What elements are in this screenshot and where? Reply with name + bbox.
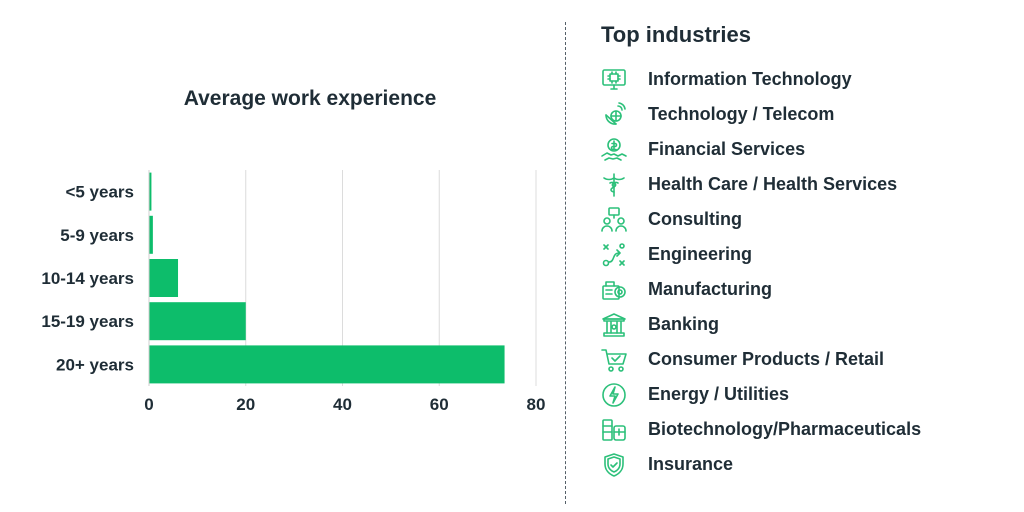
x-tick-label: 60 (430, 395, 449, 414)
industry-item: Consumer Products / Retail (598, 342, 1018, 377)
x-tick-label: 20 (236, 395, 255, 414)
bank-building-icon (598, 311, 630, 339)
bar (149, 259, 179, 297)
section-divider (565, 22, 566, 504)
industry-label: Consulting (648, 209, 742, 229)
x-tick-label: 40 (333, 395, 352, 414)
lab-pills-icon (598, 416, 630, 444)
industry-label: Biotechnology/Pharmaceuticals (648, 419, 922, 439)
chart-title: Average work experience (183, 87, 437, 110)
category-label: 15-19 years (41, 312, 134, 331)
industry-item: Insurance (598, 447, 1018, 482)
computer-chip-icon (598, 66, 630, 94)
category-label: <5 years (65, 183, 134, 202)
bar (149, 302, 246, 341)
industry-label: Energy / Utilities (648, 384, 790, 404)
machine-gear-icon (598, 276, 630, 304)
industry-item: Consulting (598, 202, 1018, 237)
people-meeting-icon (598, 206, 630, 234)
industry-label: Technology / Telecom (648, 104, 835, 124)
industry-label: Consumer Products / Retail (648, 349, 885, 369)
satellite-dish-icon (598, 101, 630, 129)
industries-list: Information Technology Technology / Telec… (598, 62, 1018, 482)
industry-item: Financial Services (598, 132, 1018, 167)
industries-title: Top industries (601, 22, 751, 47)
industry-label: Insurance (648, 454, 734, 474)
category-label: 20+ years (56, 355, 134, 374)
lightning-bolt-icon (598, 381, 630, 409)
bar (149, 172, 152, 211)
work-experience-chart: Average work experience 0 20 40 60 80 <5 year… (41, 87, 546, 414)
industry-label: Engineering (648, 244, 753, 264)
industry-item: Engineering (598, 237, 1018, 272)
money-handshake-icon (598, 136, 630, 164)
caduceus-icon (598, 171, 630, 199)
industry-item: Manufacturing (598, 272, 1018, 307)
industry-label: Information Technology (648, 69, 852, 89)
industry-label: Banking (648, 314, 720, 334)
industry-item: Biotechnology/Pharmaceuticals (598, 412, 1018, 447)
x-tick-label: 80 (527, 395, 546, 414)
bar (149, 345, 505, 384)
x-tick-label: 0 (144, 395, 153, 414)
industry-label: Manufacturing (648, 279, 772, 299)
industry-item: Energy / Utilities (598, 377, 1018, 412)
industry-item: Health Care / Health Services (598, 167, 1018, 202)
industry-label: Health Care / Health Services (648, 174, 898, 194)
industry-item: Information Technology (598, 62, 1018, 97)
bar (149, 215, 153, 254)
strategy-plan-icon (598, 241, 630, 269)
shopping-cart-icon (598, 346, 630, 374)
industry-label: Financial Services (648, 139, 806, 159)
bar-chart-svg: 0 20 40 60 80 <5 years 5-9 years 10-14 years 15-… (41, 170, 546, 414)
category-label: 10-14 years (41, 269, 134, 288)
industry-item: Technology / Telecom (598, 97, 1018, 132)
shield-check-icon (598, 451, 630, 479)
industry-item: Banking (598, 307, 1018, 342)
top-industries-panel: Top industries Information Technology Tec… (598, 22, 1018, 482)
category-label: 5-9 years (60, 226, 134, 245)
